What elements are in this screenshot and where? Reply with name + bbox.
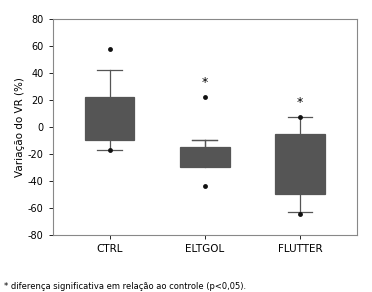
Text: *: * (202, 76, 208, 89)
Y-axis label: Variação do VR (%): Variação do VR (%) (15, 77, 25, 177)
Text: *: * (297, 96, 303, 109)
PathPatch shape (275, 133, 325, 194)
PathPatch shape (85, 97, 134, 140)
Text: * diferença significativa em relação ao controle (p<0,05).: * diferença significativa em relação ao … (4, 281, 246, 291)
PathPatch shape (180, 147, 230, 167)
